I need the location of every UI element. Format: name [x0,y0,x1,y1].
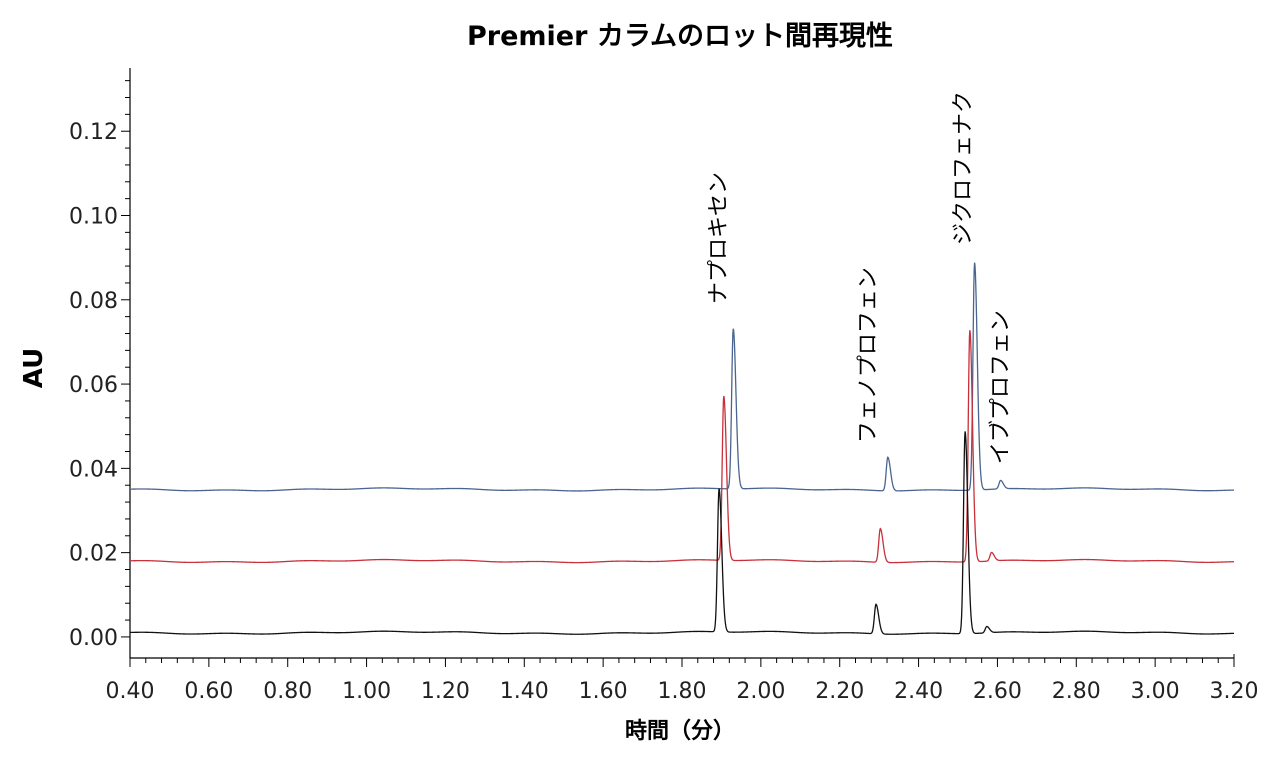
x-tick-label: 1.00 [342,679,391,704]
y-tick-label: 0.08 [69,289,118,314]
x-tick-label: 0.80 [263,679,312,704]
x-tick-label: 1.40 [500,679,549,704]
x-tick-label: 1.80 [658,679,707,704]
x-tick-label: 0.60 [184,679,233,704]
x-tick-label: 2.80 [1052,679,1101,704]
x-tick-label: 2.60 [973,679,1022,704]
x-tick-label: 0.40 [106,679,155,704]
x-tick-label: 2.00 [736,679,785,704]
x-axis-title: 時間（分） [625,719,735,744]
x-tick-label: 3.20 [1210,679,1259,704]
chart-title: Premier カラムのロット間再現性 [466,21,894,52]
chromatogram-traces [129,262,1235,635]
y-tick-label: 0.04 [69,457,118,482]
y-tick-label: 0.12 [69,120,118,145]
x-tick-label: 2.40 [894,679,943,704]
x-tick-label: 2.20 [815,679,864,704]
y-axis-title: AU [19,348,49,388]
y-tick-label: 0.06 [69,373,118,398]
peak-label-3: ジクロフェナク [951,91,976,245]
chromatogram-trace-3 [129,431,1235,635]
chromatogram-trace-1 [129,262,1235,492]
x-tick-label: 1.60 [579,679,628,704]
axes: 0.40 0.60 0.80 1.00 1.20 1.40 1.60 1.80 2.00 2.20… [69,68,1258,704]
peak-label-1: ナプロキセン [706,172,731,304]
peak-label-2: フェノプロフェン [856,267,881,443]
peak-label-4: イブプロフェン [988,310,1013,464]
x-tick-label: 3.00 [1131,679,1180,704]
chromatogram-trace-2 [129,330,1235,564]
y-tick-label: 0.00 [69,626,118,651]
y-tick-label: 0.02 [69,542,118,567]
y-tick-label: 0.10 [69,205,118,230]
x-tick-label: 1.20 [421,679,470,704]
